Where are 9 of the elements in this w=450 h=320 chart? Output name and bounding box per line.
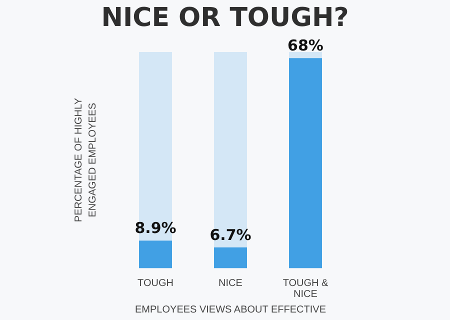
y-axis-title: PERCENTAGE OF HIGHLY ENGAGED EMPLOYEES bbox=[74, 98, 98, 222]
x-tick-label: TOUGH bbox=[138, 278, 174, 290]
x-axis-title: EMPLOYEES VIEWS ABOUT EFFECTIVE bbox=[135, 304, 326, 316]
data-label: 6.7% bbox=[210, 226, 252, 244]
data-label: 8.9% bbox=[134, 219, 176, 238]
data-label: 68% bbox=[288, 36, 324, 55]
chart-title: NICE OR TOUGH? bbox=[101, 3, 349, 33]
x-tick-label: TOUGH & NICE bbox=[282, 278, 329, 300]
x-tick-label: NICE bbox=[218, 278, 243, 290]
